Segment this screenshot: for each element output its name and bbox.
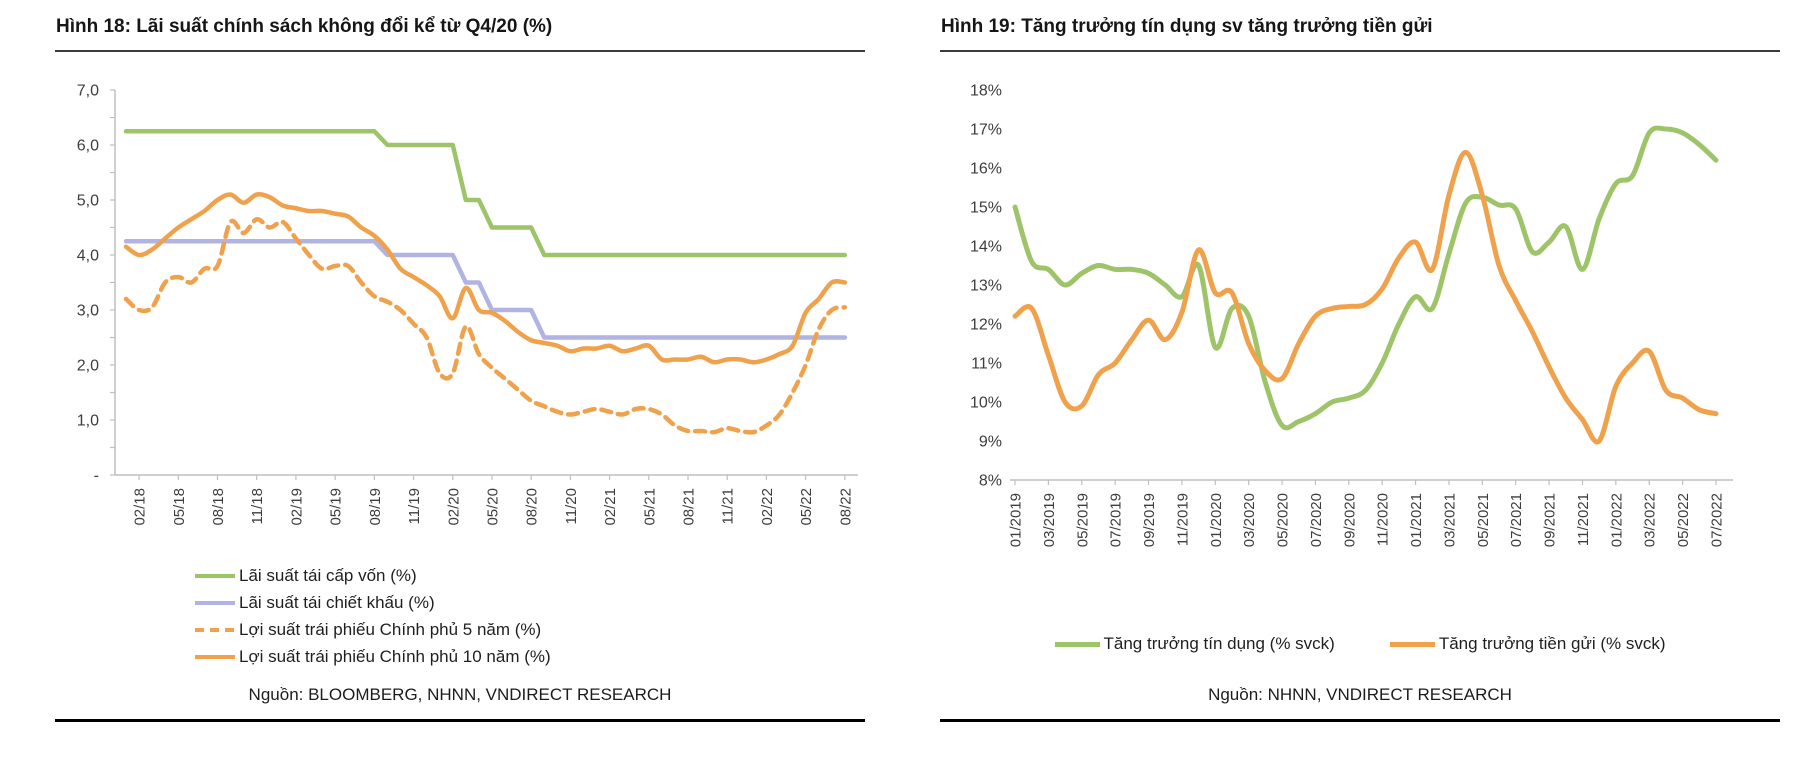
- svg-text:14%: 14%: [970, 239, 1002, 256]
- svg-text:02/19: 02/19: [288, 488, 305, 526]
- svg-text:09/2019: 09/2019: [1141, 493, 1158, 547]
- svg-text:05/20: 05/20: [484, 488, 501, 526]
- svg-text:15%: 15%: [970, 200, 1002, 217]
- svg-text:08/18: 08/18: [210, 488, 227, 526]
- svg-text:05/22: 05/22: [798, 488, 815, 526]
- svg-text:6,0: 6,0: [77, 138, 99, 155]
- svg-text:12%: 12%: [970, 317, 1002, 334]
- svg-text:8%: 8%: [979, 473, 1002, 490]
- series-line: [123, 192, 848, 365]
- svg-text:02/21: 02/21: [602, 488, 619, 526]
- credit-deposit-growth-line-chart: 18% 17% 16% 15% 14% 13% 12% 11% 10% 9% 8% 01/2019 03…: [970, 83, 1733, 547]
- policy-rates-line-chart: 7,0 6,0 5,0 4,0 3,0 2,0 1,0 - 02/18 05/18 08/18 11/…: [77, 83, 858, 526]
- legend-label: Lợi suất trái phiếu Chính phủ 5 năm (%): [239, 620, 542, 639]
- svg-text:10%: 10%: [970, 395, 1002, 412]
- svg-text:16%: 16%: [970, 161, 1002, 178]
- svg-text:11/20: 11/20: [563, 488, 580, 524]
- svg-text:01/2019: 01/2019: [1008, 493, 1025, 547]
- svg-text:11/19: 11/19: [406, 488, 423, 524]
- svg-text:11/21: 11/21: [720, 488, 737, 524]
- svg-text:07/2019: 07/2019: [1108, 493, 1125, 547]
- svg-text:01/2021: 01/2021: [1408, 493, 1425, 547]
- chart-title-policy-rates: Hình 18: Lãi suất chính sách không đổi k…: [55, 10, 865, 52]
- svg-text:08/19: 08/19: [367, 488, 384, 526]
- svg-text:17%: 17%: [970, 122, 1002, 139]
- svg-text:05/2022: 05/2022: [1675, 493, 1692, 547]
- svg-text:05/21: 05/21: [641, 488, 658, 526]
- svg-text:09/2020: 09/2020: [1341, 493, 1358, 547]
- svg-text:03/2021: 03/2021: [1441, 493, 1458, 547]
- legend-line-icon: [195, 601, 235, 605]
- page: Hình 18: Lãi suất chính sách không đổi k…: [55, 10, 1780, 722]
- svg-text:4,0: 4,0: [77, 248, 99, 265]
- legend-label: Lãi suất tái chiết khấu (%): [239, 593, 435, 612]
- svg-text:05/2021: 05/2021: [1475, 493, 1492, 547]
- legend-item: Tăng trưởng tiền gửi (% svck): [1389, 634, 1666, 654]
- svg-text:11/2021: 11/2021: [1575, 493, 1592, 546]
- svg-text:03/2020: 03/2020: [1241, 493, 1258, 547]
- svg-text:18%: 18%: [970, 83, 1002, 100]
- svg-text:11/2020: 11/2020: [1375, 493, 1392, 546]
- svg-text:11%: 11%: [971, 356, 1002, 373]
- svg-text:05/2020: 05/2020: [1275, 493, 1292, 547]
- source-note-right: Nguồn: NHNN, VNDIRECT RESEARCH: [1208, 685, 1512, 704]
- legend-line-icon: [195, 655, 235, 659]
- svg-text:05/19: 05/19: [328, 488, 345, 526]
- legend-item: Lợi suất trái phiếu Chính phủ 10 năm (%): [195, 647, 865, 667]
- legend-policy-rates: Lãi suất tái cấp vốn (%) Lãi suất tái chi…: [195, 566, 865, 667]
- svg-text:07/2022: 07/2022: [1708, 493, 1725, 547]
- source-note-left: Nguồn: BLOOMBERG, NHNN, VNDIRECT RESEARC…: [248, 685, 672, 704]
- svg-text:03/2019: 03/2019: [1041, 493, 1058, 547]
- svg-text:5,0: 5,0: [77, 193, 99, 210]
- svg-text:02/18: 02/18: [132, 488, 149, 526]
- legend-label: Lãi suất tái cấp vốn (%): [239, 566, 417, 585]
- svg-text:09/2021: 09/2021: [1542, 493, 1559, 547]
- svg-text:11/18: 11/18: [249, 488, 266, 524]
- legend-label: Tăng trưởng tín dụng (% svck): [1103, 634, 1335, 653]
- series-line: [1012, 149, 1719, 445]
- svg-text:9%: 9%: [979, 434, 1002, 451]
- svg-text:01/2022: 01/2022: [1608, 493, 1625, 547]
- svg-text:3,0: 3,0: [77, 303, 99, 320]
- panel-credit-deposit-growth: Hình 19: Tăng trưởng tín dụng sv tăng tr…: [940, 10, 1780, 722]
- svg-text:02/22: 02/22: [759, 488, 776, 526]
- svg-text:1,0: 1,0: [77, 413, 99, 430]
- svg-text:03/2022: 03/2022: [1642, 493, 1659, 547]
- panel-policy-rates: Hình 18: Lãi suất chính sách không đổi k…: [55, 10, 865, 722]
- legend-item: Lãi suất tái chiết khấu (%): [195, 593, 865, 613]
- legend-item: Tăng trưởng tín dụng (% svck): [1054, 634, 1335, 654]
- svg-text:2,0: 2,0: [77, 358, 99, 375]
- legend-label: Lợi suất trái phiếu Chính phủ 10 năm (%): [239, 647, 551, 666]
- svg-text:11/2019: 11/2019: [1174, 493, 1191, 546]
- svg-text:13%: 13%: [970, 278, 1002, 295]
- svg-text:08/20: 08/20: [524, 488, 541, 526]
- svg-text:7,0: 7,0: [77, 83, 99, 100]
- svg-text:01/2020: 01/2020: [1208, 493, 1225, 547]
- svg-text:-: -: [94, 468, 99, 485]
- series-line: [123, 129, 848, 258]
- legend-line-icon: [1389, 641, 1435, 647]
- svg-text:05/18: 05/18: [171, 488, 188, 526]
- series-line: [1012, 125, 1719, 431]
- svg-text:07/2021: 07/2021: [1508, 493, 1525, 547]
- svg-text:08/21: 08/21: [681, 488, 698, 526]
- svg-text:05/2019: 05/2019: [1074, 493, 1091, 547]
- series-line: [123, 216, 848, 435]
- legend-label: Tăng trưởng tiền gửi (% svck): [1438, 634, 1666, 653]
- chart-title-credit-deposit: Hình 19: Tăng trưởng tín dụng sv tăng tr…: [940, 10, 1780, 52]
- legend-dashed-line-icon: [195, 628, 235, 632]
- legend-line-icon: [1054, 641, 1100, 647]
- legend-item: Lãi suất tái cấp vốn (%): [195, 566, 865, 586]
- svg-text:07/2020: 07/2020: [1308, 493, 1325, 547]
- svg-text:02/20: 02/20: [445, 488, 462, 526]
- legend-credit-deposit: Tăng trưởng tín dụng (% svck) Tăng trưởng…: [940, 634, 1780, 654]
- legend-item: Lợi suất trái phiếu Chính phủ 5 năm (%): [195, 620, 865, 640]
- legend-line-icon: [195, 574, 235, 578]
- series-line: [123, 239, 848, 340]
- svg-text:08/22: 08/22: [837, 488, 854, 526]
